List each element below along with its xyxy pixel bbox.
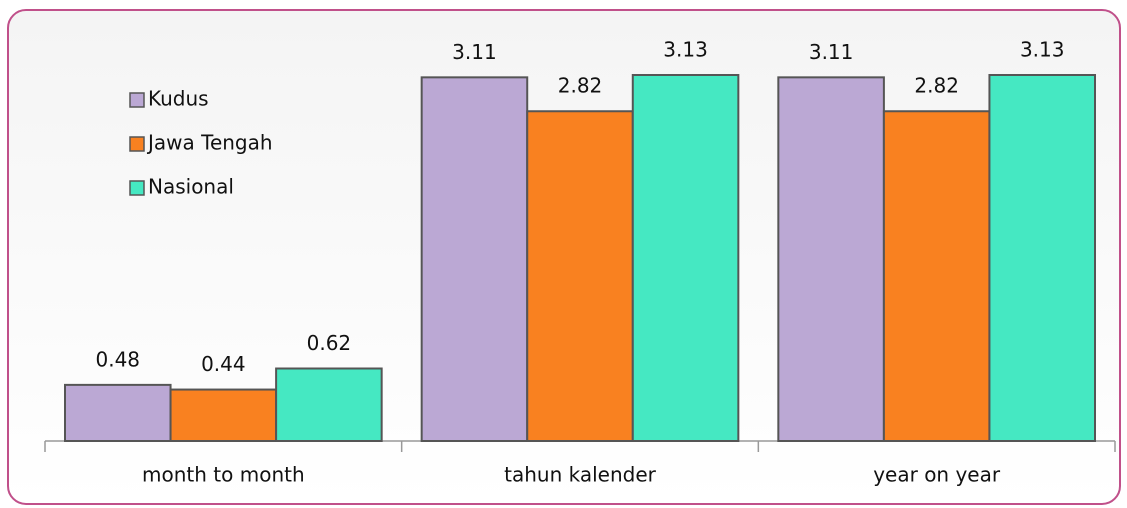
legend-swatch <box>129 92 145 108</box>
data-label: 0.62 <box>307 331 352 355</box>
legend-label: Jawa Tengah <box>146 131 273 155</box>
bar <box>64 383 172 442</box>
bar <box>169 388 278 443</box>
data-label: 0.44 <box>201 352 246 376</box>
x-tick-label: month to month <box>142 463 305 487</box>
bar <box>631 74 740 442</box>
legend-label: Kudus <box>148 87 209 111</box>
data-label: 2.82 <box>558 74 603 98</box>
x-tick-label: year on year <box>873 463 1001 487</box>
data-label: 3.11 <box>809 40 854 64</box>
bar <box>777 76 885 443</box>
legend-swatch <box>129 180 145 196</box>
data-label: 2.82 <box>914 74 959 98</box>
legend-label: Nasional <box>148 175 234 199</box>
data-label: 0.48 <box>96 347 141 371</box>
data-label: 3.13 <box>1020 38 1065 62</box>
bar <box>882 110 991 442</box>
x-tick-label: tahun kalender <box>504 463 657 487</box>
bar <box>275 367 383 442</box>
legend-swatch <box>129 136 145 152</box>
data-label: 3.11 <box>452 40 497 64</box>
data-label: 3.13 <box>663 38 708 62</box>
bar <box>420 76 529 443</box>
bar <box>526 110 634 442</box>
bar <box>988 74 1097 442</box>
